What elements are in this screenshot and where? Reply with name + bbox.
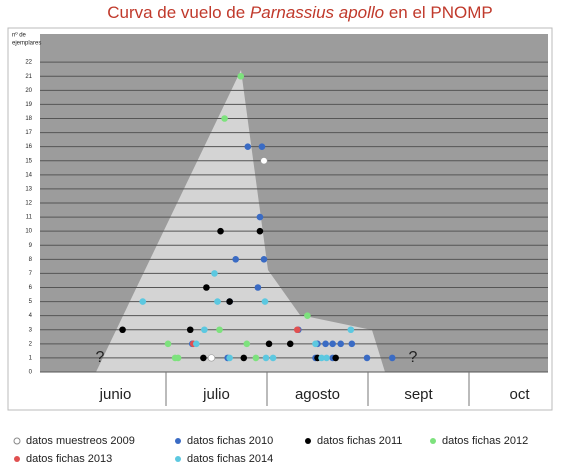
chart-title: Curva de vuelo de Parnassius apollo en e…: [107, 3, 493, 22]
legend-label: datos muestreos 2009: [26, 435, 135, 447]
legend-swatch: [430, 438, 436, 444]
point: [244, 143, 252, 150]
y-tick-label: 7: [29, 271, 33, 277]
legend-swatch: [175, 456, 181, 462]
point: [240, 354, 248, 362]
point: [207, 354, 216, 362]
point: [232, 256, 239, 263]
point: [332, 354, 339, 362]
point: [226, 354, 233, 362]
point: [329, 340, 336, 348]
point: [261, 298, 269, 305]
x-tick-label: sept: [404, 386, 433, 403]
point: [260, 157, 268, 165]
point: [269, 354, 277, 362]
point: [265, 340, 273, 348]
point: [347, 326, 355, 334]
point: [286, 340, 294, 348]
point: [260, 256, 268, 263]
legend-swatch: [14, 456, 20, 462]
legend-label: datos fichas 2014: [187, 453, 273, 465]
y-tick-label: 16: [25, 144, 32, 150]
point: [262, 354, 270, 362]
point: [254, 284, 262, 291]
y-tick-label: 4: [29, 313, 33, 319]
point: [388, 354, 396, 362]
y-tick-label: 3: [29, 327, 33, 333]
legend-label: datos fichas 2012: [442, 435, 528, 447]
point: [252, 354, 260, 362]
x-tick-label: agosto: [295, 386, 340, 403]
y-tick-label: 13: [25, 186, 32, 192]
point: [164, 340, 172, 348]
legend-swatch: [305, 438, 311, 444]
x-tick-label: julio: [202, 386, 230, 403]
title-part: en el PNOMP: [384, 3, 493, 22]
point: [203, 284, 210, 291]
point: [200, 354, 207, 362]
point: [318, 354, 325, 362]
legend-label: datos fichas 2010: [187, 435, 273, 447]
point: [304, 312, 311, 319]
point: [226, 298, 233, 305]
y-tick-label: 1: [29, 355, 33, 361]
point: [256, 213, 264, 221]
point: [294, 326, 301, 334]
point: [322, 340, 329, 348]
point: [217, 227, 224, 235]
point: [174, 354, 182, 362]
y-tick-label: 5: [29, 299, 33, 305]
y-tick-label: 18: [25, 116, 32, 122]
y-tick-label: 22: [25, 60, 32, 66]
y-tick-label: 10: [25, 229, 32, 235]
legend-swatch: [175, 438, 181, 444]
title-part: Curva de vuelo de: [107, 3, 250, 22]
point: [119, 326, 126, 334]
annotation: ?: [96, 349, 105, 366]
legend-label: datos fichas 2013: [26, 453, 112, 465]
point: [221, 115, 228, 122]
y-tick-label: 17: [25, 130, 32, 136]
point: [193, 340, 200, 348]
y-tick-label: 14: [25, 172, 32, 178]
y-tick-label: 2: [29, 341, 33, 347]
point: [139, 298, 147, 305]
point: [258, 143, 266, 150]
point: [337, 340, 345, 348]
y-tick-label: 20: [25, 88, 32, 94]
legend-swatch: [13, 437, 21, 445]
point: [201, 326, 208, 334]
point: [363, 354, 371, 362]
point: [312, 340, 319, 348]
y-tick-label: 6: [29, 285, 33, 291]
point: [256, 227, 264, 235]
y-tick-label: 19: [25, 102, 32, 108]
y-tick-label: 12: [25, 201, 32, 207]
annotation: ?: [409, 349, 418, 366]
point: [216, 326, 223, 334]
y-label: nº de: [12, 32, 27, 39]
y-tick-label: 8: [29, 257, 33, 263]
y-label: ejemplares: [12, 41, 41, 47]
x-tick-label: oct: [509, 386, 530, 403]
point: [348, 340, 356, 348]
y-tick-label: 0: [29, 370, 33, 376]
point: [214, 298, 221, 305]
y-tick-label: 11: [26, 215, 33, 221]
point: [211, 270, 218, 277]
legend-label: datos fichas 2011: [317, 435, 402, 447]
point: [186, 326, 194, 334]
flight-shape: [96, 70, 385, 372]
title-part: Parnassius apollo: [250, 3, 384, 22]
x-tick-label: junio: [99, 386, 132, 403]
point: [237, 72, 245, 80]
y-tick-label: 15: [25, 158, 32, 164]
y-tick-label: 21: [25, 74, 32, 80]
y-tick-label: 9: [29, 243, 33, 249]
point: [323, 354, 330, 362]
point: [243, 340, 251, 348]
